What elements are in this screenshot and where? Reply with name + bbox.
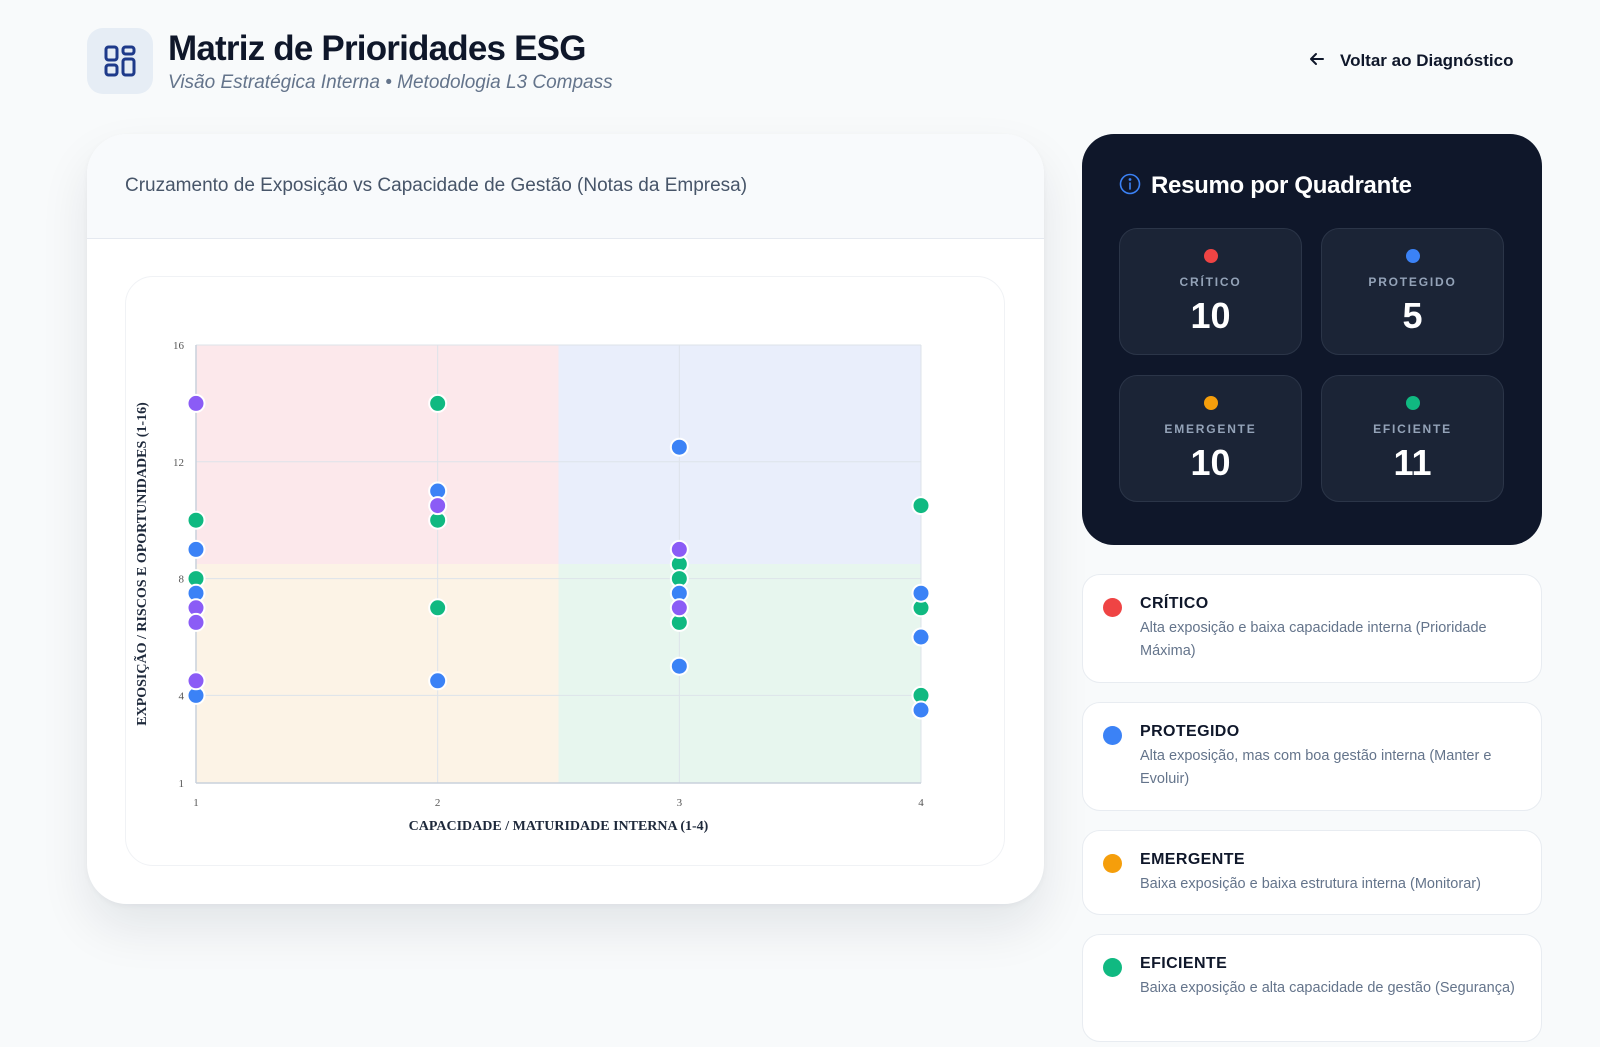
legend-description: Baixa exposição e alta capacidade de ges…	[1140, 980, 1515, 996]
data-point	[911, 627, 931, 647]
quadrant-label: CRÍTICO	[1179, 275, 1242, 289]
quadrant-tile-protegido: PROTEGIDO 5	[1321, 228, 1504, 355]
status-dot	[1203, 249, 1218, 263]
status-dot	[1103, 958, 1122, 977]
data-point	[186, 510, 206, 530]
plot-frame: 1 2 3 4 1 4 8 12 16 CAPACIDADE / MATURIDADE INTER…	[125, 276, 1005, 866]
quadrant-tile-emergente: EMERGENTE 10	[1119, 375, 1302, 502]
data-point	[911, 700, 931, 720]
data-point	[911, 583, 931, 603]
legend-card-protegido: PROTEGIDO Alta exposição, mas com boa ge…	[1082, 702, 1542, 811]
quadrant-summary-panel: Resumo por Quadrante CRÍTICO 10 PROTEGID…	[1082, 134, 1542, 545]
legend-card-eficiente: EFICIENTE Baixa exposição e alta capacid…	[1082, 934, 1542, 1042]
quadrant-count: 11	[1393, 442, 1432, 483]
quadrant-tile-eficiente: EFICIENTE 11	[1321, 375, 1504, 502]
status-dot	[1103, 598, 1122, 617]
status-dot	[1103, 726, 1122, 745]
data-point	[428, 496, 448, 516]
legend-name: PROTEGIDO	[1140, 723, 1240, 740]
quadrant-grid: CRÍTICO 10 PROTEGIDO 5 EMERGENTE 10 EFIC…	[1119, 228, 1505, 502]
data-point	[669, 598, 689, 618]
dashboard-grid-icon	[87, 28, 153, 94]
y-axis-title: EXPOSIÇÃO / RISCOS E OPORTUNIDADES (1-16…	[132, 402, 150, 726]
y-tick-label: 16	[173, 340, 185, 352]
quadrant-eficiente	[558, 564, 921, 783]
quadrant-label: EFICIENTE	[1373, 422, 1452, 436]
data-point	[186, 671, 206, 691]
legend-name: CRÍTICO	[1140, 595, 1209, 612]
page-subtitle: Visão Estratégica Interna • Metodologia …	[168, 71, 613, 93]
quadrant-label: EMERGENTE	[1164, 422, 1257, 436]
quadrant-count: 10	[1190, 442, 1231, 483]
y-tick-label: 4	[179, 690, 185, 702]
info-circle-icon	[1119, 173, 1141, 200]
chart-card-title: Cruzamento de Exposição vs Capacidade de…	[125, 175, 748, 196]
summary-title: Resumo por Quadrante	[1151, 172, 1412, 199]
page-title: Matriz de Prioridades ESG	[168, 28, 586, 68]
legend-card-emergente: EMERGENTE Baixa exposição e baixa estrut…	[1082, 830, 1542, 915]
data-point	[186, 393, 206, 413]
quadrant-label: PROTEGIDO	[1368, 275, 1457, 289]
data-point	[669, 539, 689, 559]
page-header: Matriz de Prioridades ESG Visão Estratég…	[87, 28, 613, 94]
chart-card: Cruzamento de Exposição vs Capacidade de…	[87, 134, 1044, 904]
data-point	[186, 539, 206, 559]
chart-card-header: Cruzamento de Exposição vs Capacidade de…	[87, 134, 1044, 239]
status-dot	[1405, 396, 1420, 410]
legend-description: Alta exposição e baixa capacidade intern…	[1140, 620, 1487, 659]
data-point	[428, 671, 448, 691]
x-axis-title: CAPACIDADE / MATURIDADE INTERNA (1-4)	[409, 819, 709, 834]
quadrant-tile-critico: CRÍTICO 10	[1119, 228, 1302, 355]
status-dot	[1405, 249, 1420, 263]
y-tick-label: 1	[179, 778, 185, 790]
quadrant-emergente	[196, 564, 559, 783]
x-tick-label: 2	[435, 797, 441, 809]
status-dot	[1203, 396, 1218, 410]
y-tick-label: 8	[179, 574, 185, 586]
arrow-left-icon	[1308, 50, 1326, 73]
data-point	[428, 393, 448, 413]
quadrant-critico	[196, 345, 559, 564]
quadrant-count: 5	[1402, 295, 1423, 336]
legend-description: Alta exposição, mas com boa gestão inter…	[1140, 748, 1492, 787]
data-point	[669, 437, 689, 457]
y-tick-label: 12	[173, 457, 184, 469]
status-dot	[1103, 854, 1122, 873]
back-button-label: Voltar ao Diagnóstico	[1340, 51, 1514, 70]
data-point	[669, 656, 689, 676]
legend-description: Baixa exposição e baixa estrutura intern…	[1140, 876, 1481, 892]
x-tick-label: 4	[918, 797, 924, 809]
legend-name: EFICIENTE	[1140, 955, 1228, 972]
legend-card-critico: CRÍTICO Alta exposição e baixa capacidad…	[1082, 574, 1542, 683]
data-point	[428, 598, 448, 618]
data-point	[186, 612, 206, 632]
data-point	[911, 496, 931, 516]
back-to-diagnostic-button[interactable]: Voltar ao Diagnóstico	[1308, 45, 1514, 77]
quadrant-protegido	[558, 345, 921, 564]
quadrant-count: 10	[1190, 295, 1231, 336]
legend-name: EMERGENTE	[1140, 851, 1245, 868]
x-tick-label: 1	[193, 797, 199, 809]
x-tick-label: 3	[677, 797, 683, 809]
